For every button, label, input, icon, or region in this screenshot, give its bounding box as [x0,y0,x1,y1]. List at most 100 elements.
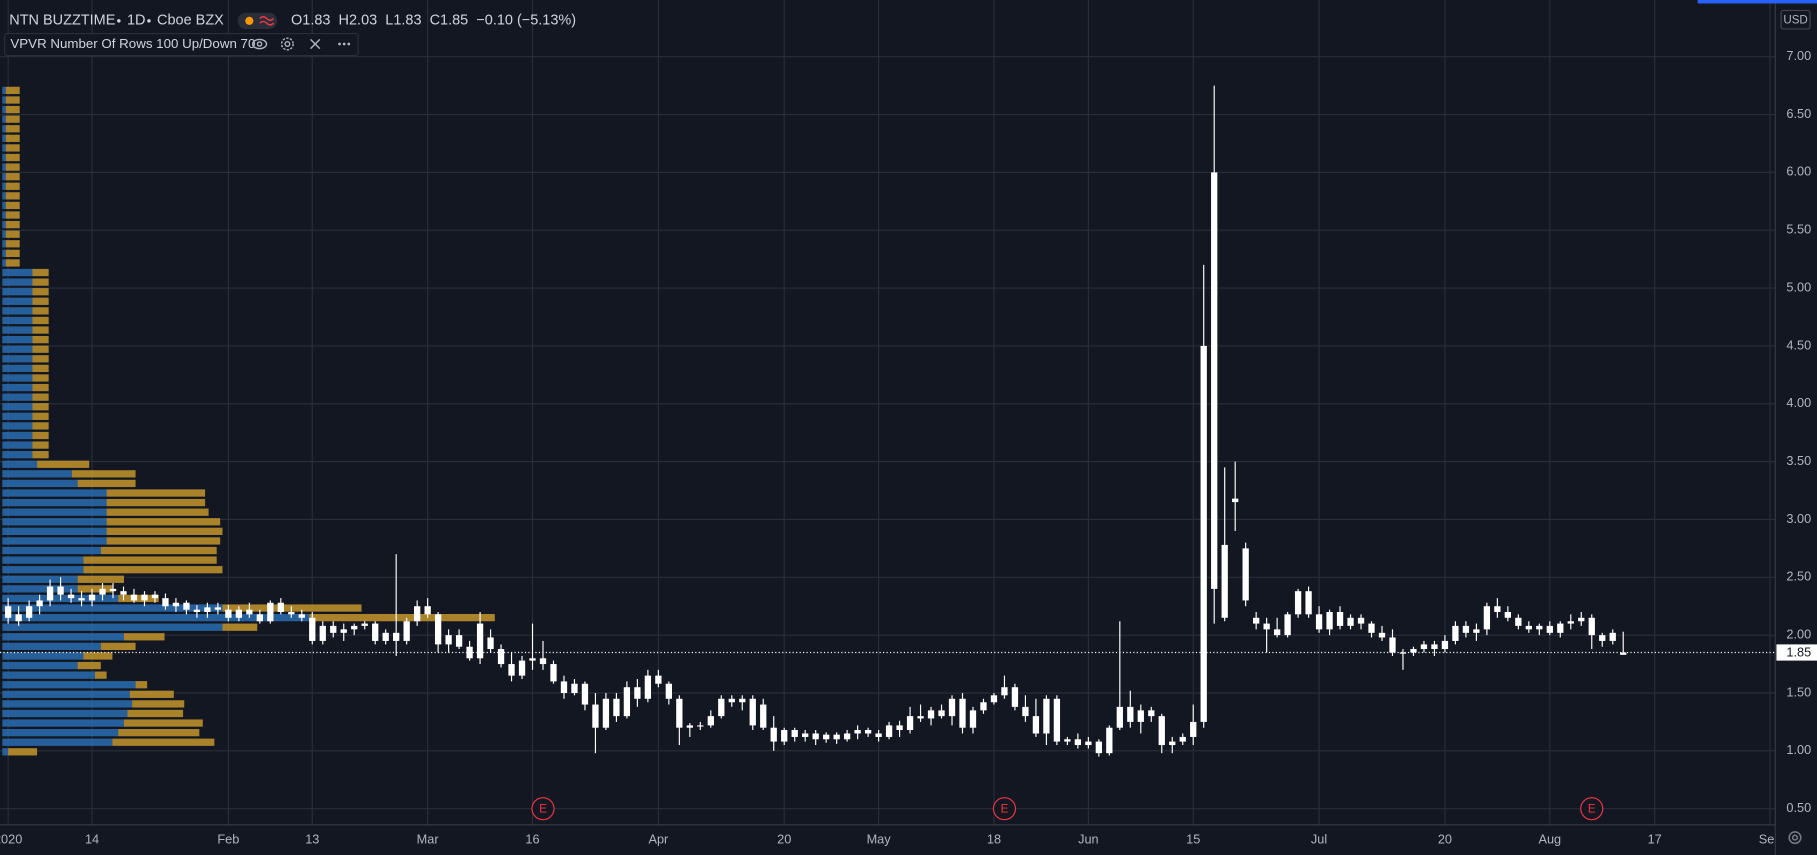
candle-body [1284,614,1291,636]
profile-up [2,125,6,133]
candle-body [1294,591,1302,615]
indicator-label: VPVR Number Of Rows 100 Up/Down 70 [10,36,255,51]
profile-up [2,460,38,468]
candle-body [25,606,33,618]
profile-up [2,182,6,190]
profile-up [2,613,310,622]
close-icon[interactable] [310,38,321,50]
last-price-box [1776,644,1817,661]
separator [147,19,151,23]
last-price-label: 1.85 [1786,644,1811,659]
profile-down [5,182,20,190]
candle-body [655,675,662,684]
candle-body [1515,617,1522,626]
eye-icon[interactable] [251,38,268,50]
profile-down [32,355,49,363]
candle-body [15,614,22,622]
candle-body [1462,625,1470,633]
candle-body [592,704,599,728]
candle-body [487,637,494,650]
profile-up [2,201,6,210]
candle-body [529,658,536,661]
candle-body [550,664,557,682]
x-tick-label: 20 [777,831,791,846]
candle-body [802,733,809,737]
candle-body [581,683,589,705]
more-icon[interactable] [338,42,351,46]
candle-body [445,635,452,645]
profile-down [222,623,258,631]
profile-down [129,690,174,698]
candle-body [917,716,924,719]
profile-up [2,518,107,526]
candle-body [885,725,893,737]
ohlc-value: C1.85 [430,13,469,29]
candle-body [1441,640,1449,650]
candle-body [393,632,400,641]
candle-body [791,730,798,737]
profile-up [2,105,6,114]
profile-up [2,336,33,344]
profile-up [2,498,107,507]
candle-body [1032,716,1040,734]
profile-down [32,268,49,277]
profile-up [2,278,33,286]
candle-body [4,606,12,618]
candle-body [644,675,652,699]
candle-body [151,594,159,599]
profile-up [2,652,84,660]
x-tick-label: 20 [1438,831,1452,846]
profile-down [32,431,49,440]
profile-up [2,451,33,459]
profile-down [5,192,20,200]
change: −0.10 (−5.13%) [476,13,576,29]
earnings-label: E [1001,803,1009,815]
profile-down [71,470,136,478]
earnings-label: E [1588,803,1596,815]
candle-body [864,730,872,734]
ohlc-value: O1.83 [291,13,330,29]
candle-body [1305,591,1312,615]
profile-down [37,460,90,468]
candle-body [1483,606,1491,630]
profile-up [2,566,84,574]
y-tick-label: 6.50 [1786,106,1811,121]
candle-body [403,621,410,641]
x-tick-label: Mar [417,831,440,846]
candle-body [1211,172,1218,589]
candle-body [1620,652,1627,655]
candle-body [823,734,830,740]
gear-icon[interactable] [280,37,294,51]
profile-down [5,201,20,210]
x-tick-label: 15 [1186,831,1200,846]
candle-body [1588,617,1595,636]
y-tick-label: 4.00 [1786,395,1811,410]
profile-up [2,163,6,171]
candle-body [1473,629,1480,633]
profile-up [2,240,6,248]
profile-down [5,211,20,219]
profile-down [77,585,113,593]
indicator-legend[interactable]: VPVR Number Of Rows 100 Up/Down 70 [4,33,359,57]
profile-down [32,403,49,411]
currency-box[interactable] [1780,9,1811,30]
candle-body [109,588,117,592]
candle-body [1599,635,1606,641]
profile-up [2,633,124,641]
y-tick-label: 7.00 [1786,48,1811,63]
profile-down [32,393,49,401]
profile-down [32,316,49,325]
profile-down [83,652,113,660]
candle-body [183,602,190,610]
profile-up [2,96,6,104]
y-tick-label: 4.50 [1786,337,1811,352]
settings-icon[interactable] [1788,831,1802,845]
session-icon [245,16,254,25]
candle-body [1158,716,1165,746]
profile-up [2,729,119,737]
x-tick-label: 2020 [0,831,22,846]
profile-up [2,364,33,373]
candle-body [340,629,347,633]
